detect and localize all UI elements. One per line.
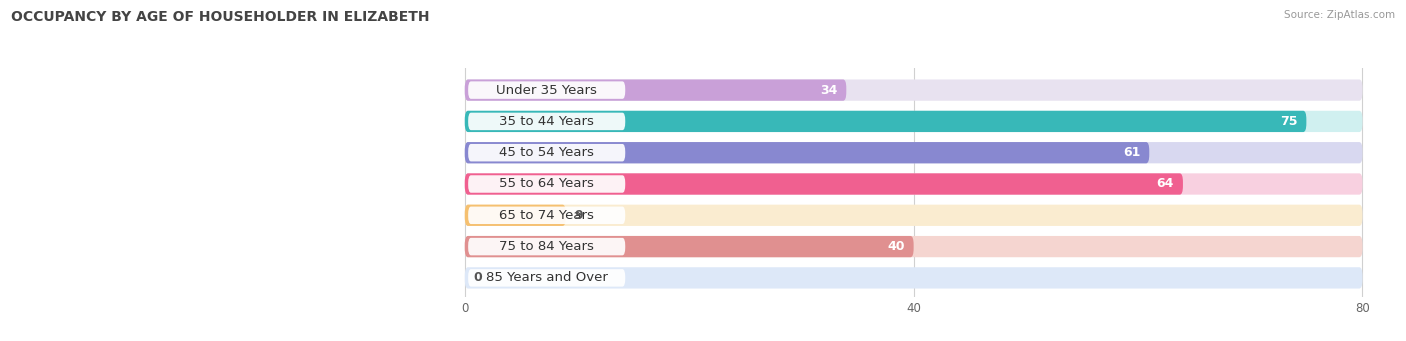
FancyBboxPatch shape	[465, 142, 1362, 163]
Text: 34: 34	[820, 84, 838, 97]
FancyBboxPatch shape	[465, 79, 846, 101]
FancyBboxPatch shape	[465, 111, 1362, 132]
Text: 45 to 54 Years: 45 to 54 Years	[499, 146, 595, 159]
Text: 75 to 84 Years: 75 to 84 Years	[499, 240, 595, 253]
FancyBboxPatch shape	[468, 238, 626, 255]
FancyBboxPatch shape	[465, 267, 1362, 288]
FancyBboxPatch shape	[468, 175, 626, 193]
Text: 61: 61	[1123, 146, 1140, 159]
Text: 65 to 74 Years: 65 to 74 Years	[499, 209, 595, 222]
Text: Under 35 Years: Under 35 Years	[496, 84, 598, 97]
FancyBboxPatch shape	[465, 79, 1362, 101]
FancyBboxPatch shape	[465, 236, 1362, 257]
FancyBboxPatch shape	[465, 142, 1149, 163]
FancyBboxPatch shape	[465, 205, 565, 226]
FancyBboxPatch shape	[465, 111, 1306, 132]
Text: 64: 64	[1157, 178, 1174, 191]
Text: 0: 0	[474, 271, 482, 284]
FancyBboxPatch shape	[465, 173, 1182, 195]
Text: 55 to 64 Years: 55 to 64 Years	[499, 178, 595, 191]
FancyBboxPatch shape	[465, 236, 914, 257]
Text: 9: 9	[575, 209, 583, 222]
FancyBboxPatch shape	[468, 269, 626, 287]
FancyBboxPatch shape	[468, 81, 626, 99]
FancyBboxPatch shape	[468, 207, 626, 224]
Text: 85 Years and Over: 85 Years and Over	[485, 271, 607, 284]
FancyBboxPatch shape	[465, 205, 1362, 226]
Text: Source: ZipAtlas.com: Source: ZipAtlas.com	[1284, 10, 1395, 20]
Text: 35 to 44 Years: 35 to 44 Years	[499, 115, 595, 128]
FancyBboxPatch shape	[468, 144, 626, 161]
Text: 40: 40	[887, 240, 904, 253]
Text: 75: 75	[1279, 115, 1298, 128]
FancyBboxPatch shape	[465, 173, 1362, 195]
Text: OCCUPANCY BY AGE OF HOUSEHOLDER IN ELIZABETH: OCCUPANCY BY AGE OF HOUSEHOLDER IN ELIZA…	[11, 10, 430, 24]
FancyBboxPatch shape	[468, 113, 626, 130]
